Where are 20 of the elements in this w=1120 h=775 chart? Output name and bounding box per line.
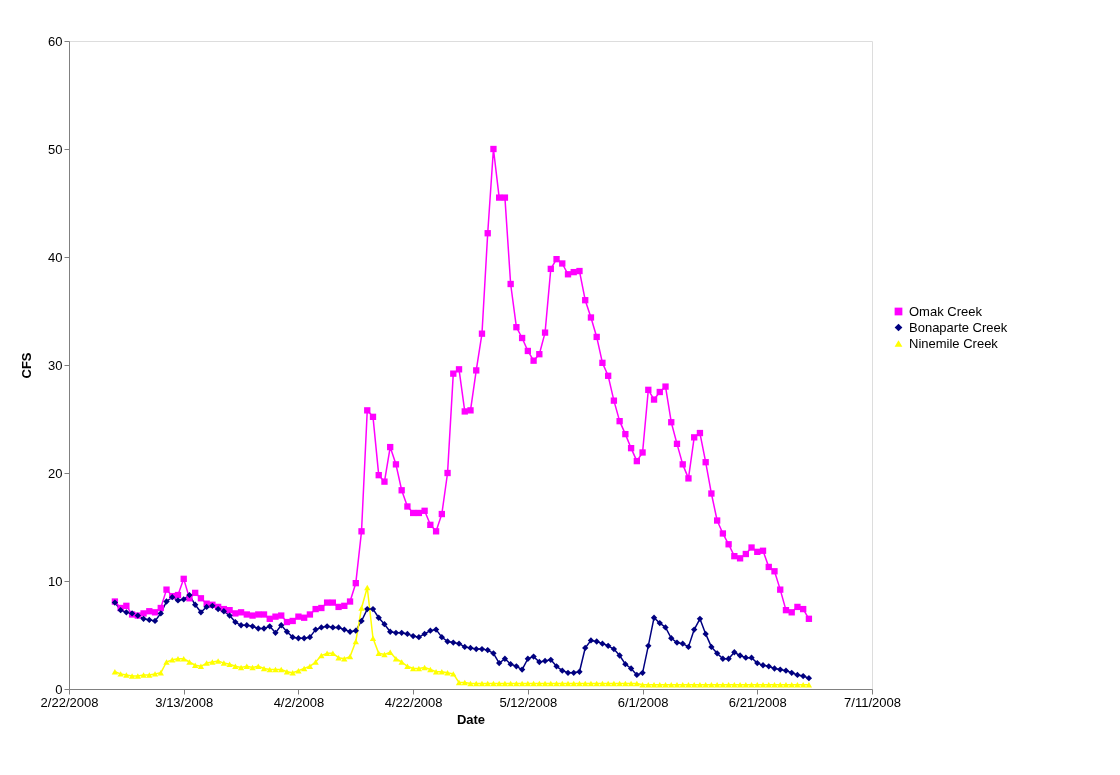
legend-label: Bonaparte Creek [909, 319, 1008, 335]
x-tick-label: 5/12/2008 [499, 694, 558, 710]
legend-label: Ninemile Creek [909, 335, 999, 351]
y-tick-label: 40 [48, 249, 63, 265]
x-tick-label: 4/22/2008 [384, 694, 443, 710]
y-tick-label: 0 [55, 681, 63, 697]
x-tick-label: 6/1/2008 [617, 694, 669, 710]
x-tick-label: 6/21/2008 [728, 694, 787, 710]
legend-label: Omak Creek [909, 303, 983, 319]
x-tick-label: 7/11/2008 [844, 694, 901, 710]
y-tick-label: 50 [48, 141, 63, 157]
y-tick-label: 30 [48, 357, 63, 373]
y-tick-label: 60 [48, 33, 63, 49]
y-tick-label: 20 [48, 465, 63, 481]
x-tick-label: 2/22/2008 [40, 694, 99, 710]
x-tick-label: 4/2/2008 [273, 694, 325, 710]
y-axis-title: CFS [19, 352, 35, 379]
y-tick-label: 10 [48, 573, 63, 589]
x-tick-label: 3/13/2008 [155, 694, 214, 710]
x-axis-title: Date [456, 711, 486, 727]
